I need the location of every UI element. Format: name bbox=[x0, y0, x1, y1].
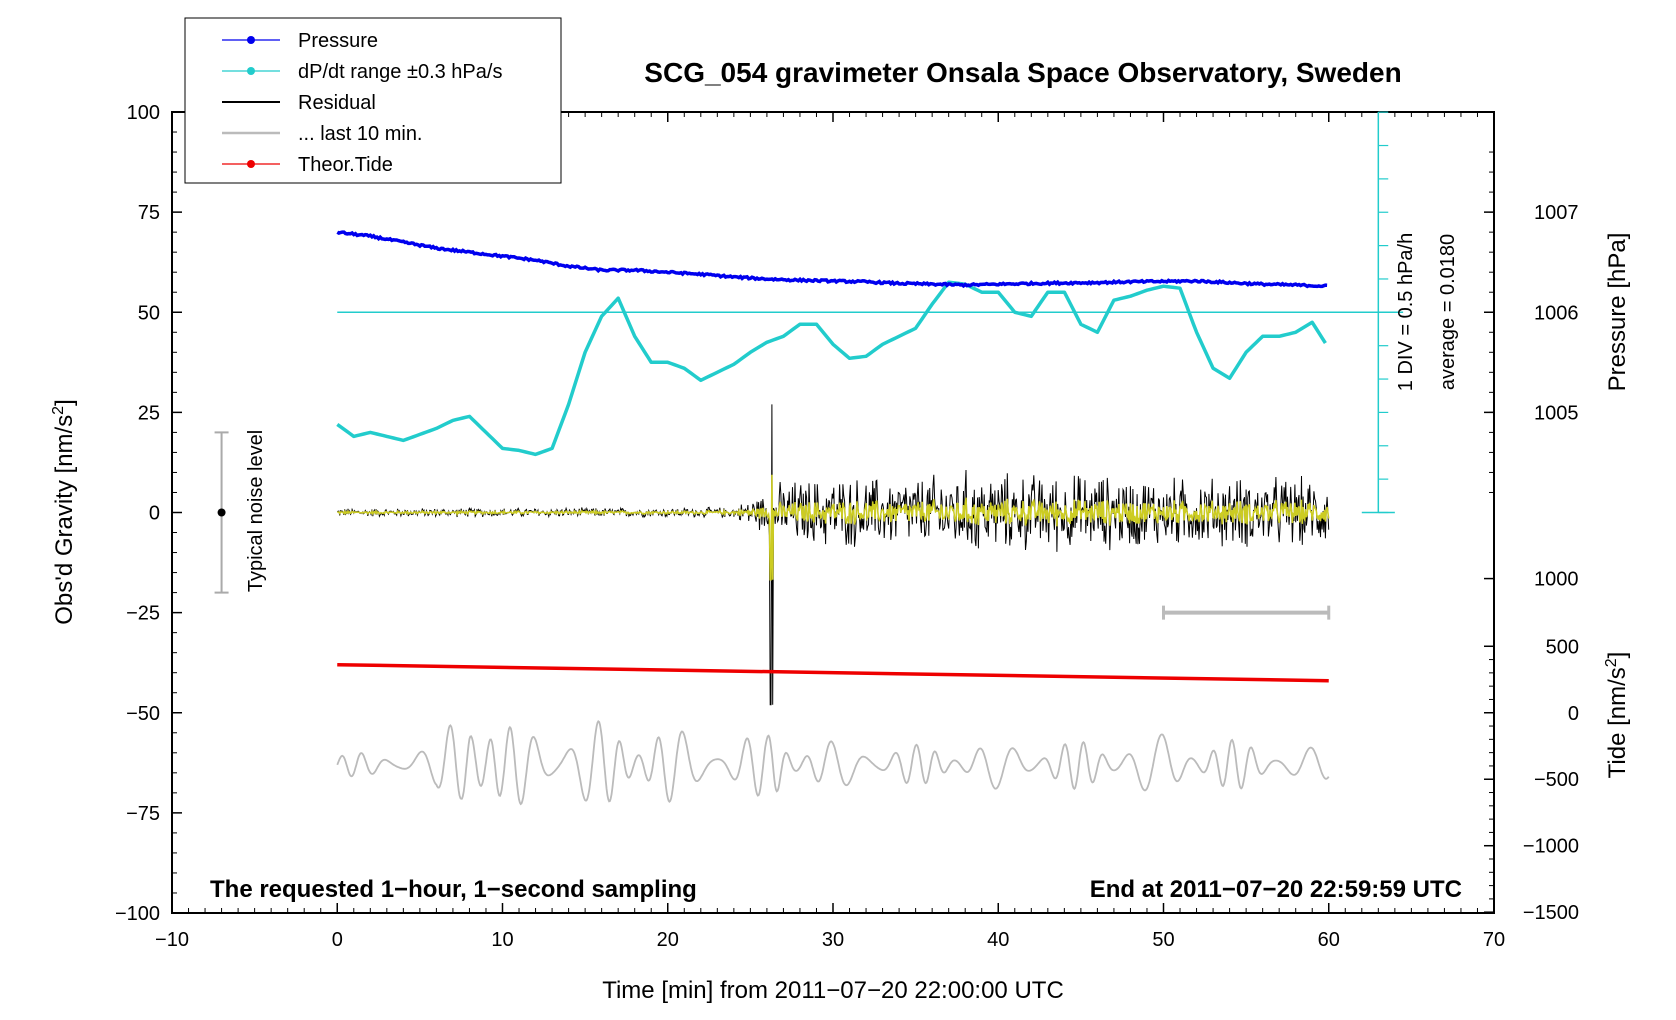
y-axis-title-text: Obs'd Gravity [nm/s bbox=[51, 415, 78, 625]
pressure-axis-title: Pressure [hPa] bbox=[1604, 233, 1631, 392]
y-tick-label: −50 bbox=[126, 703, 160, 725]
y-axis-title-end: ] bbox=[51, 399, 78, 406]
residual-filtered-trace bbox=[337, 474, 1330, 581]
y-axis-ticks: 100 75 50 25 0 −25 −50 −75 −100 bbox=[115, 102, 182, 925]
legend-label: Pressure bbox=[298, 30, 378, 52]
tide-series-line bbox=[337, 662, 1329, 683]
legend-marker bbox=[247, 160, 255, 168]
tide-axis-title-sup: 2 bbox=[1603, 658, 1620, 667]
x-tick-label: 60 bbox=[1318, 929, 1340, 951]
legend-label: ... last 10 min. bbox=[298, 123, 423, 145]
pressure-tick-label: 1005 bbox=[1534, 402, 1579, 424]
tide-tick-label: 0 bbox=[1568, 703, 1579, 725]
y-axis-title-left: Obs'd Gravity [nm/s2] bbox=[50, 399, 78, 625]
y-tick-label: 100 bbox=[127, 102, 160, 124]
dpdt-layer bbox=[336, 111, 1404, 514]
legend-label: Theor.Tide bbox=[298, 154, 393, 176]
residual-layer bbox=[337, 404, 1330, 706]
annotation-layer bbox=[214, 431, 1331, 620]
tide-layer bbox=[337, 662, 1329, 683]
tide-axis-title-text: Tide [nm/s bbox=[1604, 667, 1631, 778]
x-tick-label: 10 bbox=[491, 929, 513, 951]
x-axis-title: Time [min] from 2011−07−20 22:00:00 UTC bbox=[602, 977, 1064, 1004]
pressure-series-line bbox=[336, 230, 1328, 289]
x-tick-label: −10 bbox=[155, 929, 189, 951]
last-10-min-layer bbox=[336, 719, 1330, 806]
y-tick-label: −100 bbox=[115, 903, 160, 925]
y-tick-label: 75 bbox=[138, 202, 160, 224]
residual-trace bbox=[337, 404, 1330, 706]
end-time-note: End at 2011−07−20 22:59:59 UTC bbox=[1090, 876, 1462, 903]
noise-bar-center bbox=[217, 508, 226, 517]
legend-marker bbox=[247, 36, 255, 44]
sampling-note: The requested 1−hour, 1−second sampling bbox=[210, 876, 697, 903]
legend-label: dP/dt range ±0.3 hPa/s bbox=[298, 61, 502, 83]
pressure-tick-label: 1007 bbox=[1534, 202, 1579, 224]
tide-tick-label: 500 bbox=[1546, 636, 1579, 658]
pressure-tick-label: 1000 bbox=[1534, 569, 1579, 591]
dpdt-scale-label: 1 DIV = 0.5 hPa/h bbox=[1395, 233, 1417, 391]
pressure-tick-label: 1006 bbox=[1534, 302, 1579, 324]
legend: Pressure dP/dt range ±0.3 hPa/s Residual..… bbox=[184, 17, 562, 184]
y-tick-label: 25 bbox=[138, 402, 160, 424]
y-tick-label: −25 bbox=[126, 603, 160, 625]
noise-level-label: Typical noise level bbox=[245, 430, 267, 592]
legend-marker bbox=[247, 67, 255, 75]
chart-title: SCG_054 gravimeter Onsala Space Observat… bbox=[644, 57, 1401, 88]
tide-tick-label: −1500 bbox=[1523, 902, 1579, 924]
dpdt-series-line bbox=[336, 280, 1327, 457]
y-axis-title-sup: 2 bbox=[50, 406, 67, 415]
tide-axis-title-end: ] bbox=[1604, 652, 1631, 659]
legend-box bbox=[184, 17, 562, 184]
x-tick-label: 0 bbox=[332, 929, 343, 951]
pressure-layer bbox=[336, 230, 1328, 289]
x-axis-ticks: −10 0 10 20 30 40 50 60 70 bbox=[155, 112, 1505, 951]
tide-tick-label: −500 bbox=[1534, 769, 1579, 791]
x-tick-label: 40 bbox=[987, 929, 1009, 951]
x-tick-label: 50 bbox=[1152, 929, 1174, 951]
y-tick-label: −75 bbox=[126, 803, 160, 825]
y-tick-label: 0 bbox=[149, 503, 160, 525]
tide-axis-title: Tide [nm/s2] bbox=[1603, 652, 1631, 779]
average-label: average = 0.0180 bbox=[1437, 234, 1459, 390]
x-tick-label: 20 bbox=[657, 929, 679, 951]
y-tick-label: 50 bbox=[138, 302, 160, 324]
legend-label: Residual bbox=[298, 92, 376, 114]
x-tick-label: 70 bbox=[1483, 929, 1505, 951]
tide-tick-label: −1000 bbox=[1523, 836, 1579, 858]
x-tick-label: 30 bbox=[822, 929, 844, 951]
last-10-min-trace bbox=[336, 719, 1330, 806]
right-axis-ticks: 1007 1006 1005 1000 500 0 −500 −1000 −1500 bbox=[1484, 151, 1579, 924]
